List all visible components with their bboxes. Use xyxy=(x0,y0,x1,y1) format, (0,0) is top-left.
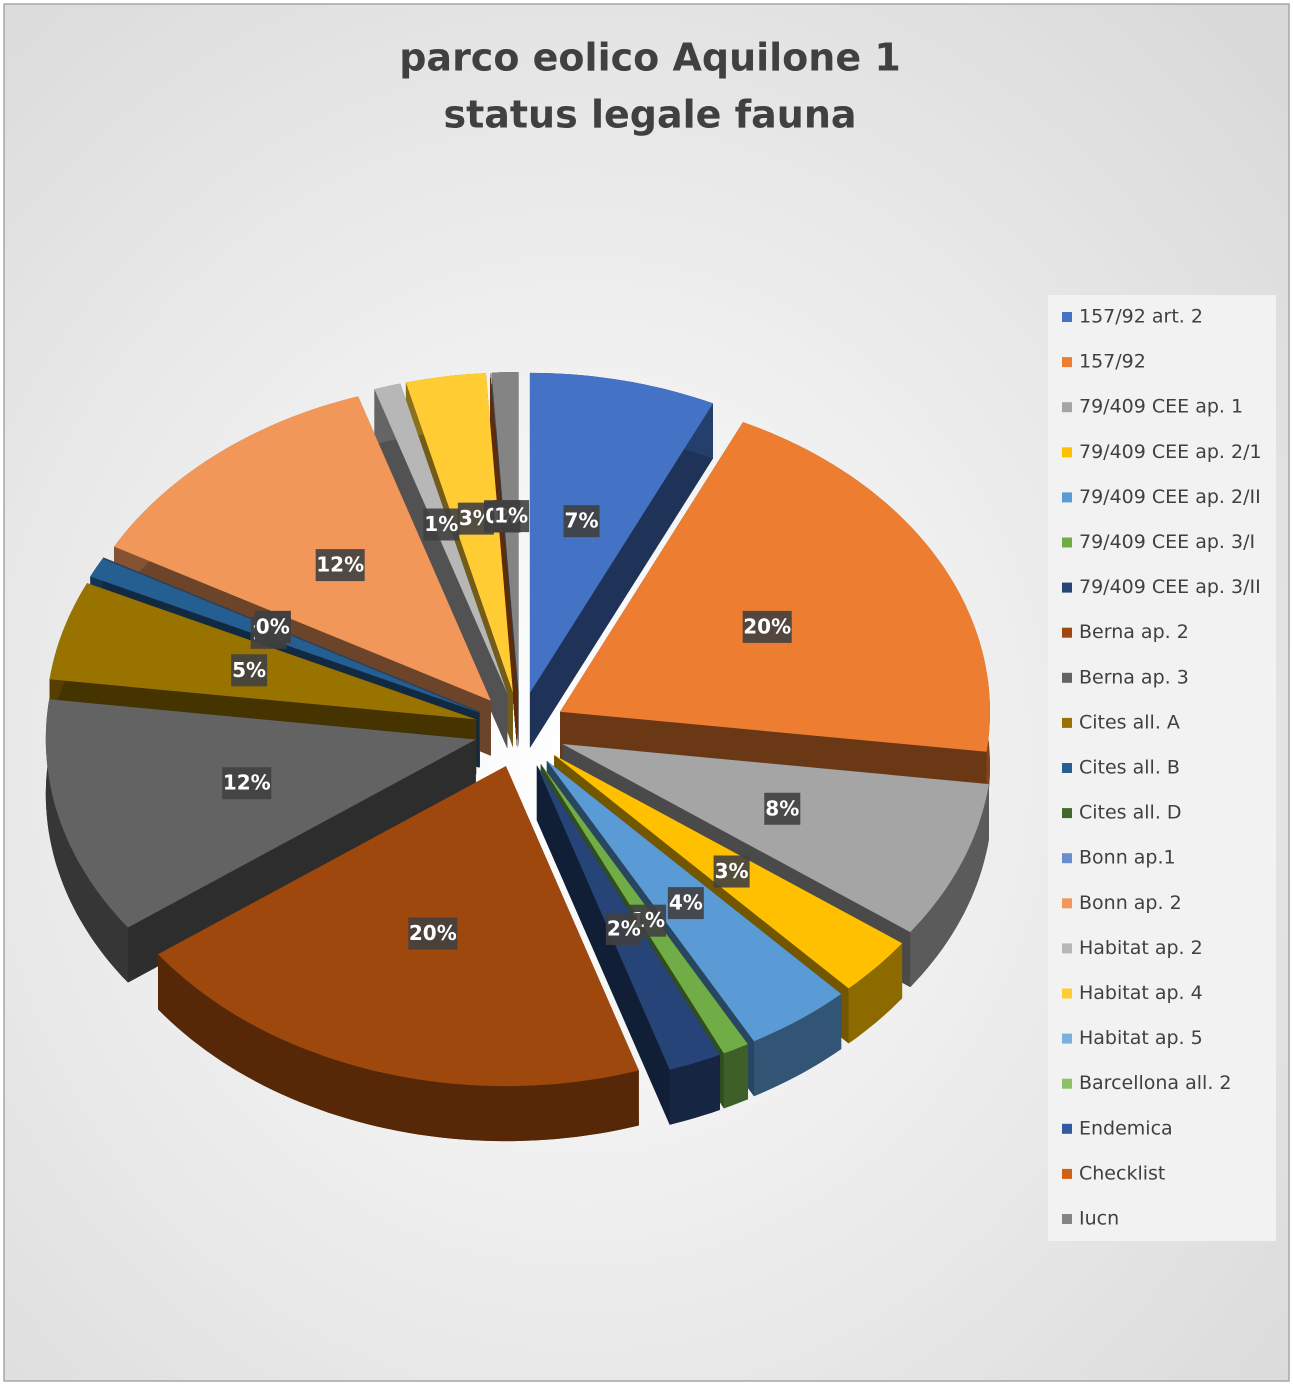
legend-swatch xyxy=(1062,672,1072,683)
legend-label: Cites all. A xyxy=(1079,711,1180,733)
slice-top xyxy=(158,766,639,1087)
slice xyxy=(45,699,476,983)
slice-top xyxy=(114,396,491,701)
data-label-box xyxy=(713,855,750,888)
data-label: 8% xyxy=(765,796,799,820)
legend-label: Berna ap. 3 xyxy=(1079,666,1189,688)
data-label-box xyxy=(315,549,365,582)
legend-swatch xyxy=(1062,1168,1072,1179)
legend-swatch xyxy=(1062,1214,1072,1224)
data-label: 4% xyxy=(669,891,703,915)
legend-label: Bonn ap.1 xyxy=(1079,847,1176,869)
data-label-box xyxy=(408,917,458,950)
legend-label: 79/409 CEE ap. 3/II xyxy=(1079,576,1261,598)
data-label-box xyxy=(605,912,642,945)
legend-label: Barcellona all. 2 xyxy=(1079,1072,1231,1094)
slice-side xyxy=(374,389,508,749)
legend-label: Habitat ap. 4 xyxy=(1079,982,1203,1004)
data-label: 12% xyxy=(316,553,364,577)
data-label: 3% xyxy=(715,859,749,883)
legend-box xyxy=(1048,295,1276,1241)
data-label-box xyxy=(493,500,530,533)
legend-swatch xyxy=(1062,808,1072,819)
data-label: 1% xyxy=(424,512,458,536)
data-labels: 7%20%8%3%4%1%2%20%12%5%1%0%0%12%1%3%0%0%… xyxy=(222,500,801,950)
legend-swatch xyxy=(1062,853,1072,864)
legend-swatch xyxy=(1062,1033,1072,1044)
legend-label: 79/409 CEE ap. 2/1 xyxy=(1079,441,1262,463)
legend-label: Habitat ap. 2 xyxy=(1079,937,1203,959)
data-label-box xyxy=(222,767,272,800)
legend-label: Cites all. B xyxy=(1079,757,1180,779)
legend-label: 157/92 art. 2 xyxy=(1079,306,1203,328)
legend-label: Habitat ap. 5 xyxy=(1079,1027,1203,1049)
slice-rim xyxy=(158,954,639,1142)
legend-label: 79/409 CEE ap. 3/I xyxy=(1079,531,1255,553)
slice-rim xyxy=(723,1044,748,1109)
data-label: 20% xyxy=(743,614,791,638)
legend-swatch xyxy=(1062,943,1072,954)
slice-side xyxy=(529,403,713,748)
legend-label: Cites all. D xyxy=(1079,802,1182,824)
legend-label: 79/409 CEE ap. 1 xyxy=(1079,396,1243,418)
legend-swatch xyxy=(1062,717,1072,728)
slice-side xyxy=(536,765,670,1125)
slice-top xyxy=(562,744,989,933)
legend-label: Checklist xyxy=(1079,1162,1165,1184)
legend-swatch xyxy=(1062,492,1072,503)
slice-top xyxy=(529,372,713,693)
data-label: 2% xyxy=(607,916,641,940)
chart-title: parco eolico Aquilone 1 xyxy=(399,36,901,80)
legend-swatch xyxy=(1062,447,1072,458)
legend-swatch xyxy=(1062,763,1072,773)
slice xyxy=(490,372,518,748)
slice-top xyxy=(560,422,990,752)
data-label-box xyxy=(667,887,704,920)
data-label-box xyxy=(254,610,291,643)
slice-rim xyxy=(669,1054,720,1125)
slice-top xyxy=(49,583,477,720)
data-label: 5% xyxy=(232,658,266,682)
slice-side xyxy=(490,372,518,748)
slice-top xyxy=(45,699,476,928)
data-label: 20% xyxy=(409,921,457,945)
legend-swatch xyxy=(1062,1078,1072,1089)
legend-label: 79/409 CEE ap. 2/II xyxy=(1079,486,1261,508)
legend-label: Endemica xyxy=(1079,1117,1173,1139)
slice-side xyxy=(128,739,476,983)
slice xyxy=(158,766,639,1142)
legend-swatch xyxy=(1062,312,1072,322)
legend-swatch xyxy=(1062,898,1072,909)
data-label: 0% xyxy=(256,614,290,638)
legend-swatch xyxy=(1062,402,1072,413)
legend-label: 157/92 xyxy=(1079,351,1146,373)
legend-swatch xyxy=(1062,988,1072,999)
data-label: 12% xyxy=(223,771,271,795)
legend-swatch xyxy=(1062,627,1072,638)
legend-label: Iucn xyxy=(1079,1208,1119,1230)
data-label: 1% xyxy=(494,504,528,528)
legend-swatch xyxy=(1062,357,1072,368)
data-label: 7% xyxy=(565,509,599,533)
legend-swatch xyxy=(1062,537,1072,548)
legend-label: Berna ap. 2 xyxy=(1079,621,1189,643)
slice-rim xyxy=(45,699,128,983)
chart-subtitle: status legale fauna xyxy=(443,93,856,137)
slice-rim xyxy=(848,943,903,1044)
legend: 157/92 art. 2 157/92 79/409 CEE ap. 1 79/40… xyxy=(1062,306,1262,1230)
data-label-box xyxy=(231,654,268,687)
slice-rim xyxy=(910,784,989,988)
data-label-box xyxy=(742,610,792,643)
data-label-box xyxy=(423,508,460,541)
legend-swatch xyxy=(1062,582,1072,593)
data-label-box xyxy=(563,505,600,538)
legend-label: Bonn ap. 2 xyxy=(1079,892,1182,914)
data-label-box xyxy=(764,792,801,825)
legend-swatch xyxy=(1062,1123,1072,1134)
slice-rim xyxy=(754,994,842,1097)
